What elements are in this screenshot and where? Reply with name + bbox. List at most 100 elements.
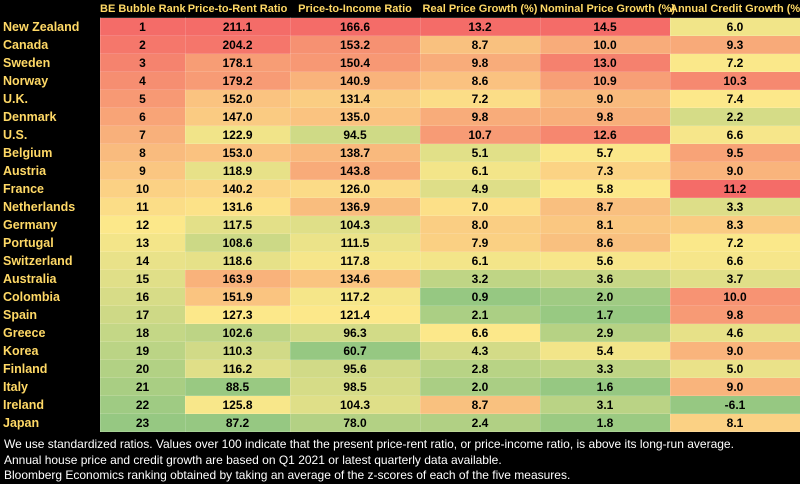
table-row: U.K. 5 152.0 131.4 7.2 9.0 7.4	[0, 89, 800, 108]
value-cell: 1.8	[539, 413, 671, 432]
value-cell: 4.3	[419, 341, 541, 360]
value-cell: 3.2	[419, 269, 541, 288]
value-cell: 211.1	[184, 17, 291, 36]
value-cell: 6.1	[419, 161, 541, 180]
value-cell: 88.5	[184, 377, 291, 396]
value-cell: 7.0	[419, 197, 541, 216]
value-cell: 18	[99, 323, 186, 342]
value-cell: -6.1	[669, 395, 800, 414]
column-header	[0, 0, 100, 18]
country-cell: Japan	[0, 413, 100, 432]
value-cell: 3.7	[669, 269, 800, 288]
value-cell: 138.7	[289, 143, 421, 162]
value-cell: 116.2	[184, 359, 291, 378]
value-cell: 14.5	[539, 17, 671, 36]
table-row: Switzerland 14 118.6 117.8 6.1 5.6 6.6	[0, 251, 800, 270]
value-cell: 4.9	[419, 179, 541, 198]
value-cell: 87.2	[184, 413, 291, 432]
table-body: New Zealand 1 211.1 166.6 13.2 14.5 6.0 Canada 2…	[0, 17, 800, 432]
country-cell: Canada	[0, 35, 100, 54]
value-cell: 110.3	[184, 341, 291, 360]
value-cell: 0.9	[419, 287, 541, 306]
value-cell: 9.0	[539, 89, 671, 108]
value-cell: 9.3	[669, 35, 800, 54]
value-cell: 23	[99, 413, 186, 432]
country-cell: Ireland	[0, 395, 100, 414]
value-cell: 98.5	[289, 377, 421, 396]
value-cell: 9.0	[669, 377, 800, 396]
value-cell: 2.9	[539, 323, 671, 342]
value-cell: 16	[99, 287, 186, 306]
value-cell: 14	[99, 251, 186, 270]
table-row: Italy 21 88.5 98.5 2.0 1.6 9.0	[0, 377, 800, 396]
column-header: BE Bubble Rank	[100, 2, 186, 15]
value-cell: 9.0	[669, 161, 800, 180]
country-cell: U.S.	[0, 125, 100, 144]
value-cell: 166.6	[289, 17, 421, 36]
value-cell: 10.9	[539, 71, 671, 90]
value-cell: 3.3	[669, 197, 800, 216]
value-cell: 153.2	[289, 35, 421, 54]
value-cell: 117.2	[289, 287, 421, 306]
country-cell: New Zealand	[0, 17, 100, 36]
value-cell: 15	[99, 269, 186, 288]
table-row: Australia 15 163.9 134.6 3.2 3.6 3.7	[0, 269, 800, 288]
value-cell: 9.8	[669, 305, 800, 324]
value-cell: 3.6	[539, 269, 671, 288]
value-cell: 94.5	[289, 125, 421, 144]
value-cell: 3.1	[539, 395, 671, 414]
value-cell: 21	[99, 377, 186, 396]
value-cell: 60.7	[289, 341, 421, 360]
value-cell: 1.7	[539, 305, 671, 324]
value-cell: 11	[99, 197, 186, 216]
value-cell: 7.2	[419, 89, 541, 108]
table-row: New Zealand 1 211.1 166.6 13.2 14.5 6.0	[0, 17, 800, 36]
value-cell: 7.2	[669, 53, 800, 72]
country-cell: Finland	[0, 359, 100, 378]
table-row: France 10 140.2 126.0 4.9 5.8 11.2	[0, 179, 800, 198]
value-cell: 9	[99, 161, 186, 180]
value-cell: 2.2	[669, 107, 800, 126]
column-header: Price-to-Rent Ratio	[187, 2, 288, 15]
value-cell: 2.8	[419, 359, 541, 378]
table-row: Belgium 8 153.0 138.7 5.1 5.7 9.5	[0, 143, 800, 162]
country-cell: Switzerland	[0, 251, 100, 270]
value-cell: 5.7	[539, 143, 671, 162]
country-cell: Italy	[0, 377, 100, 396]
table-row: Portugal 13 108.6 111.5 7.9 8.6 7.2	[0, 233, 800, 252]
value-cell: 4	[99, 71, 186, 90]
value-cell: 179.2	[184, 71, 291, 90]
value-cell: 152.0	[184, 89, 291, 108]
country-cell: Belgium	[0, 143, 100, 162]
value-cell: 131.4	[289, 89, 421, 108]
country-cell: Greece	[0, 323, 100, 342]
column-header: Price-to-Income Ratio	[298, 2, 412, 15]
value-cell: 127.3	[184, 305, 291, 324]
footnotes: We use standardized ratios. Values over …	[0, 432, 800, 484]
country-cell: France	[0, 179, 100, 198]
table-row: Greece 18 102.6 96.3 6.6 2.9 4.6	[0, 323, 800, 342]
value-cell: 3.3	[539, 359, 671, 378]
value-cell: 2.4	[419, 413, 541, 432]
value-cell: 135.0	[289, 107, 421, 126]
value-cell: 6.1	[419, 251, 541, 270]
value-cell: 12	[99, 215, 186, 234]
value-cell: 111.5	[289, 233, 421, 252]
value-cell: 143.8	[289, 161, 421, 180]
value-cell: 7.3	[539, 161, 671, 180]
country-cell: Denmark	[0, 107, 100, 126]
column-header: Annual Credit Growth (%)	[670, 2, 800, 15]
table-row: Sweden 3 178.1 150.4 9.8 13.0 7.2	[0, 53, 800, 72]
value-cell: 7.4	[669, 89, 800, 108]
value-cell: 140.2	[184, 179, 291, 198]
value-cell: 11.2	[669, 179, 800, 198]
value-cell: 9.5	[669, 143, 800, 162]
value-cell: 10.3	[669, 71, 800, 90]
value-cell: 8.7	[419, 35, 541, 54]
value-cell: 13	[99, 233, 186, 252]
value-cell: 8.0	[419, 215, 541, 234]
country-cell: Netherlands	[0, 197, 100, 216]
value-cell: 17	[99, 305, 186, 324]
table-row: Austria 9 118.9 143.8 6.1 7.3 9.0	[0, 161, 800, 180]
